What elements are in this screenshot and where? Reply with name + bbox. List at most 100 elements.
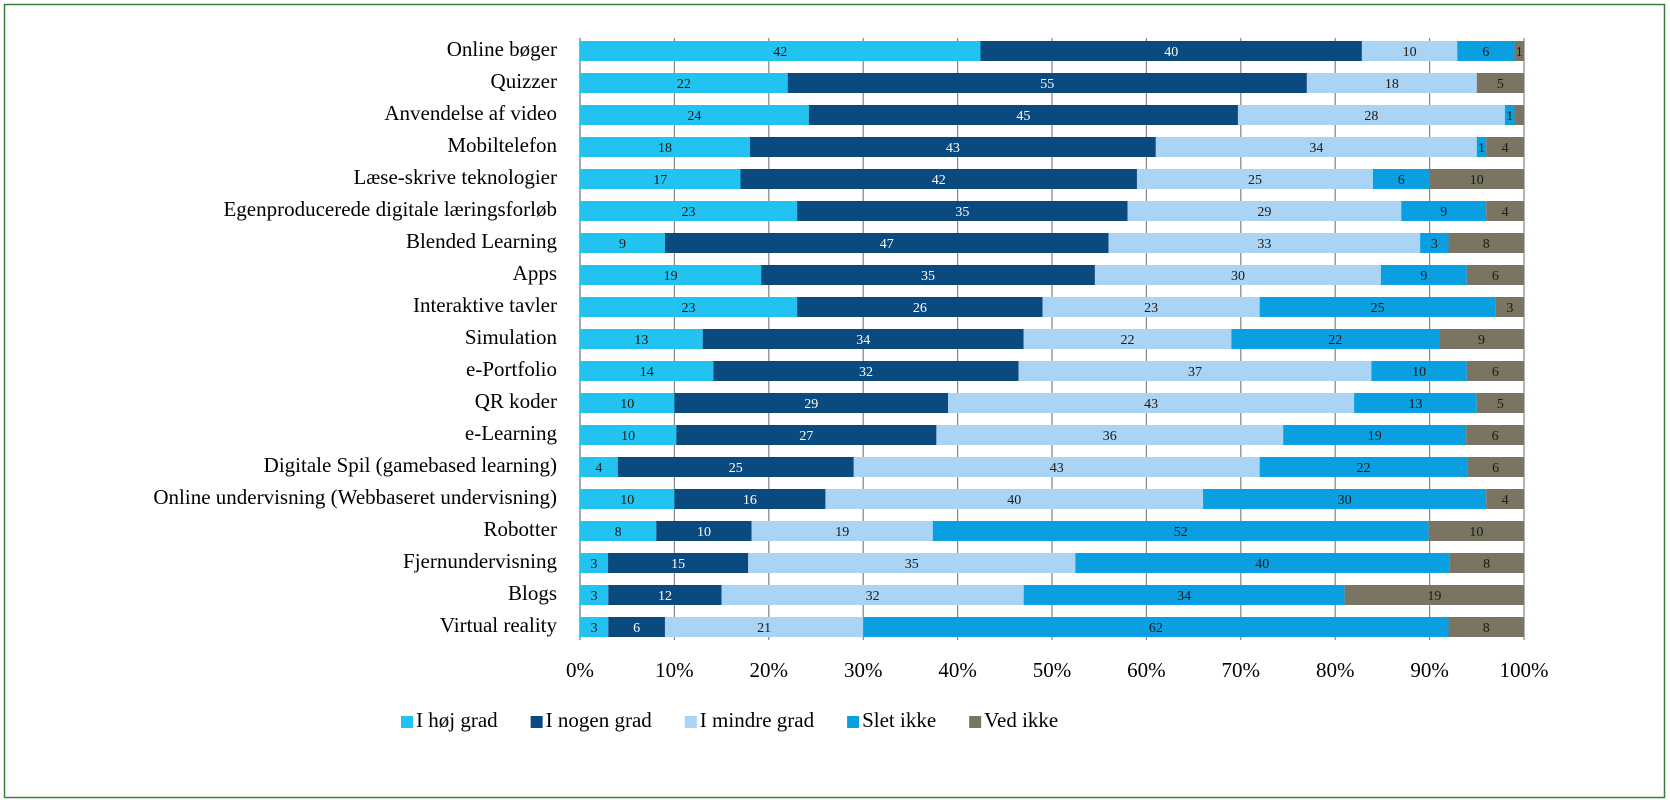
data-label: 37 (1188, 365, 1202, 380)
bar-segment (853, 457, 1260, 477)
data-label: 22 (677, 77, 691, 92)
bar-segment (580, 265, 762, 285)
data-label: 27 (799, 429, 813, 444)
x-tick-label: 20% (750, 658, 789, 682)
bar-segment (1136, 169, 1373, 189)
data-label: 19 (1427, 589, 1441, 604)
bar-segment (617, 457, 854, 477)
data-label: 3 (591, 557, 598, 572)
bar-segment (748, 553, 1076, 573)
bar-segment (1354, 393, 1477, 413)
bar-segment (580, 41, 981, 61)
data-label: 6 (1492, 269, 1499, 284)
data-label: 13 (1408, 397, 1422, 412)
data-label: 40 (1007, 493, 1021, 508)
bar-segment (787, 73, 1307, 93)
bar-segment (580, 201, 798, 221)
bar-segment (1155, 137, 1477, 157)
data-label: 47 (880, 237, 894, 252)
bar-segment (580, 425, 677, 445)
bar-segment (608, 585, 722, 605)
data-label: 15 (671, 557, 685, 572)
data-label: 8 (1483, 237, 1490, 252)
x-tick-label: 30% (844, 658, 883, 682)
data-label: 4 (1502, 205, 1509, 220)
legend-swatch (969, 716, 982, 728)
category-label: Anvendelse af video (384, 101, 557, 125)
bar-segment (580, 457, 618, 477)
data-label: 32 (866, 589, 880, 604)
data-label: 23 (682, 205, 696, 220)
data-label: 1 (1506, 109, 1513, 124)
x-tick-label: 50% (1033, 658, 1072, 682)
data-label: 40 (1255, 557, 1269, 572)
data-label: 24 (687, 109, 701, 124)
bar-segment (1023, 585, 1345, 605)
data-label: 6 (633, 621, 640, 636)
bar-segment (1420, 233, 1449, 253)
data-label: 29 (804, 397, 818, 412)
bar-segment (1486, 201, 1524, 221)
bar-segment (1094, 265, 1381, 285)
bar-segment (1361, 41, 1458, 61)
data-label: 22 (1357, 461, 1371, 476)
data-label: 3 (1506, 301, 1513, 316)
data-label: 43 (1050, 461, 1064, 476)
category-label: Online undervisning (Webbaseret undervis… (153, 485, 557, 509)
data-label: 26 (913, 301, 927, 316)
data-label: 40 (1164, 45, 1178, 60)
bar-segment (1486, 489, 1524, 509)
x-tick-label: 60% (1127, 658, 1166, 682)
bar-segment (702, 329, 1024, 349)
data-label: 28 (1364, 109, 1378, 124)
data-label: 6 (1492, 461, 1499, 476)
bar-segment (580, 489, 675, 509)
data-label: 4 (595, 461, 602, 476)
bar-segment (797, 201, 1128, 221)
data-label: 10 (1403, 45, 1417, 60)
legend-label: I mindre grad (700, 708, 815, 732)
data-label: 12 (658, 589, 672, 604)
category-label: Blogs (508, 581, 557, 605)
bar-segment (674, 393, 949, 413)
bar-segment (1372, 169, 1430, 189)
bar-segment (1023, 329, 1232, 349)
category-label: Fjernundervisning (403, 549, 557, 573)
bar-segment (608, 553, 749, 573)
bar-segment (608, 617, 665, 637)
data-label: 10 (1470, 173, 1484, 188)
data-label: 5 (1497, 77, 1504, 92)
data-label: 4 (1502, 141, 1509, 156)
category-label: Online bøger (447, 37, 557, 61)
data-label: 10 (1412, 365, 1426, 380)
x-tick-label: 70% (1222, 658, 1261, 682)
legend-swatch (401, 716, 413, 728)
bar-segment (1466, 361, 1524, 381)
data-label: 32 (859, 365, 873, 380)
bar-segment (1401, 201, 1487, 221)
data-label: 45 (1016, 109, 1030, 124)
bar-segment (1231, 329, 1440, 349)
bar-segment (580, 393, 675, 413)
data-label: 35 (921, 269, 935, 284)
data-label: 35 (955, 205, 969, 220)
bar-segment (580, 297, 798, 317)
bar-segment (1259, 457, 1468, 477)
bar-segment (808, 105, 1238, 125)
x-tick-label: 80% (1316, 658, 1355, 682)
data-label: 6 (1492, 365, 1499, 380)
data-label: 25 (1371, 301, 1385, 316)
bar-segment (1486, 137, 1524, 157)
data-label: 52 (1174, 525, 1188, 540)
data-label: 36 (1103, 429, 1117, 444)
bar-segment (1344, 585, 1524, 605)
data-label: 5 (1497, 397, 1504, 412)
bar-segment (1203, 489, 1487, 509)
bar-segment (863, 617, 1449, 637)
data-label: 22 (1121, 333, 1135, 348)
bar-segment (1108, 233, 1421, 253)
bar-segment (1466, 425, 1524, 445)
bar-segment (580, 169, 741, 189)
data-label: 19 (835, 525, 849, 540)
data-label: 34 (1177, 589, 1191, 604)
